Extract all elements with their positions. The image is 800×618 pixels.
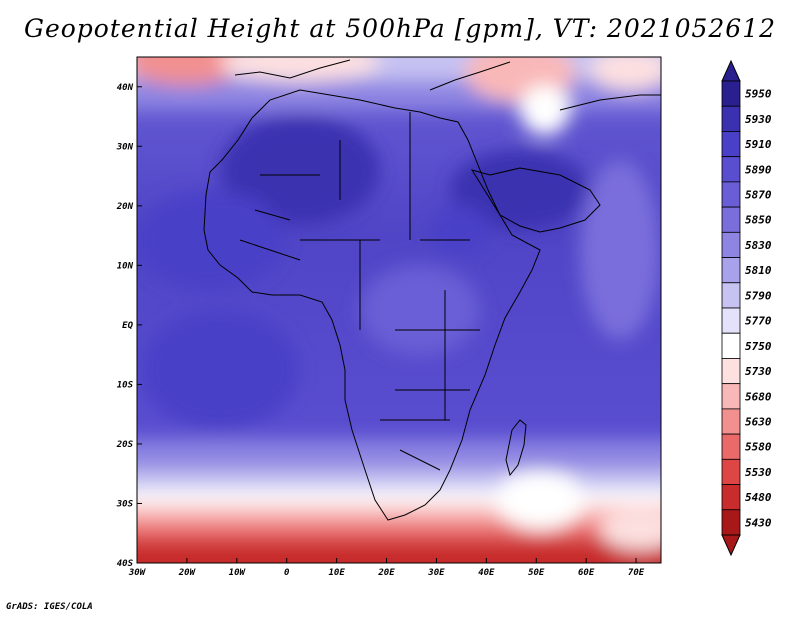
latitude-labels: 40N 30N 20N 10N EQ 10S 20S 30S 40S: [116, 83, 142, 569]
lon-label: 70E: [628, 568, 645, 578]
colorbar-swatch: [721, 131, 741, 158]
colorbar-swatch: [721, 105, 741, 132]
colorbar-label: 5910: [745, 138, 772, 151]
colorbar-arrow-bottom: [721, 534, 741, 557]
colorbar-label: 5730: [745, 365, 772, 378]
colorbar-swatch: [721, 156, 741, 183]
colorbar-label: 5870: [745, 189, 772, 202]
colorbar-swatch: [721, 509, 741, 536]
height-field: [137, 57, 661, 563]
lon-label: 10E: [328, 568, 345, 578]
colorbar-label: 5530: [745, 466, 772, 479]
colorbar-swatch: [721, 257, 741, 284]
lat-label: 40N: [117, 83, 134, 93]
colorbar-label: 5950: [745, 88, 772, 101]
colorbar-label: 5830: [745, 239, 772, 252]
colorbar-swatch: [721, 231, 741, 258]
coastlines: [203, 59, 661, 521]
credit-text: GrADS: IGES/COLA: [6, 602, 93, 612]
map-title: Geopotential Height at 500hPa [gpm], VT:…: [23, 14, 777, 43]
colorbar-label: 5680: [745, 390, 772, 403]
lat-label: 30S: [116, 499, 134, 509]
colorbar-swatch: [721, 484, 741, 511]
colorbar-label: 5430: [745, 516, 772, 529]
colorbar-swatch: [721, 206, 741, 233]
colorbar-swatch: [721, 458, 741, 485]
colorbar-label: 5480: [745, 491, 772, 504]
colorbar-swatch: [721, 80, 741, 107]
colorbar-label: 5770: [745, 315, 772, 328]
colorbar-swatch: [721, 181, 741, 208]
colorbar-label: 5580: [745, 441, 772, 454]
lat-label: 30N: [116, 142, 134, 152]
lat-label: EQ: [122, 321, 133, 331]
colorbar-swatch: [721, 433, 741, 460]
lat-label: 20N: [116, 202, 134, 212]
colorbar-arrow-top: [721, 59, 741, 82]
lon-label: 50E: [528, 568, 545, 578]
colorbar-swatch: [721, 332, 741, 359]
lon-label: 0: [284, 568, 290, 578]
lat-label: 10N: [117, 261, 134, 271]
longitude-labels: 30W 20W 10W 0 10E 20E 30E 40E 50E 60E 70E: [128, 558, 645, 578]
colorbar-swatch: [721, 282, 741, 309]
lon-label: 40E: [478, 568, 495, 578]
colorbar-label: 5810: [745, 264, 772, 277]
lon-label: 20E: [377, 568, 395, 578]
lon-label: 30E: [427, 568, 445, 578]
map-frame: [136, 56, 662, 564]
lat-label: 20S: [116, 440, 134, 450]
lat-label: 40S: [117, 559, 134, 569]
colorbar-label: 5790: [745, 289, 772, 302]
colorbar-swatch: [721, 383, 741, 410]
colorbar-label: 5930: [745, 113, 772, 126]
colorbar-swatch: [721, 358, 741, 385]
colorbar-label: 5850: [745, 214, 772, 227]
colorbar-swatch: [721, 307, 741, 334]
lon-label: 30W: [128, 568, 147, 578]
colorbar-label: 5890: [745, 163, 772, 176]
lat-label: 10S: [117, 380, 134, 390]
lon-label: 20W: [178, 568, 197, 578]
colorbar-label: 5630: [745, 416, 772, 429]
lon-label: 60E: [578, 568, 595, 578]
colorbar: 5950 5930 5910 5890 5870 5850 5830 5810 5790 5770…: [721, 59, 772, 557]
lon-label: 10W: [229, 568, 247, 578]
colorbar-label: 5750: [745, 340, 772, 353]
colorbar-swatch: [721, 408, 741, 435]
